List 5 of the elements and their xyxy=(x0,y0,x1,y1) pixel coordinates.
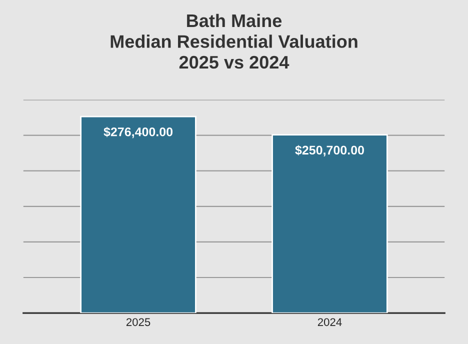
x-tick-label: 2024 xyxy=(318,318,342,326)
data-label: $250,700.00 xyxy=(295,145,364,156)
chart-title: Bath Maine Median Residential Valuation 2025 vs 2024 xyxy=(110,14,358,69)
x-tick-label: 2025 xyxy=(126,318,150,326)
data-label: $276,400.00 xyxy=(104,126,173,138)
